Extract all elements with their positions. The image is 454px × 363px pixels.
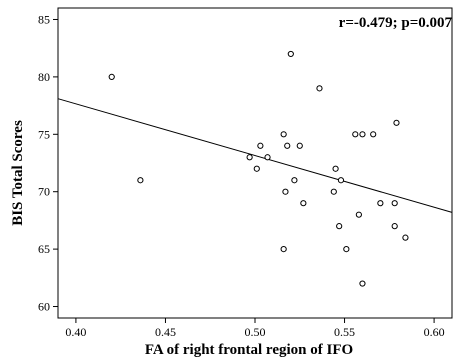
data-point: [391, 223, 398, 230]
y-tick-label: 70: [38, 185, 50, 199]
x-tick-label: 0.50: [245, 325, 266, 339]
correlation-annotation: r=-0.479; p=0.007: [339, 15, 453, 31]
data-point: [377, 200, 384, 207]
data-point: [330, 188, 337, 195]
x-axis-title: FA of right frontal region of IFO: [145, 342, 353, 358]
x-tick-label: 0.40: [65, 325, 86, 339]
x-tick-label: 0.45: [155, 325, 176, 339]
data-point: [287, 50, 294, 58]
data-point: [332, 165, 339, 172]
data-point: [337, 177, 345, 184]
data-point: [352, 131, 359, 138]
data-point: [280, 131, 287, 138]
data-point: [108, 73, 115, 80]
data-point: [257, 142, 264, 149]
x-tick-label: 0.55: [334, 325, 355, 339]
data-point: [253, 165, 260, 172]
data-point: [291, 177, 298, 184]
y-tick-label: 75: [38, 127, 50, 141]
data-point: [284, 142, 291, 149]
data-point: [359, 280, 366, 287]
data-point: [343, 246, 350, 253]
data-point: [336, 223, 343, 230]
plot-frame: [57, 7, 453, 319]
y-tick-label: 65: [38, 242, 50, 256]
data-point: [391, 200, 398, 207]
data-point: [264, 154, 271, 161]
data-point: [359, 131, 366, 138]
data-point: [370, 131, 377, 138]
data-point: [246, 154, 253, 161]
x-tick-label: 0.60: [424, 325, 445, 339]
y-axis-title: BIS Total Scores: [10, 120, 26, 226]
data-point: [316, 85, 323, 92]
data-point: [296, 142, 303, 149]
data-point: [282, 188, 289, 195]
y-tick-label: 80: [38, 70, 50, 84]
y-tick-label: 85: [38, 12, 50, 26]
data-point: [355, 211, 362, 218]
data-point: [300, 200, 307, 207]
regression-line: [57, 98, 453, 213]
data-point: [393, 119, 400, 126]
data-point: [280, 246, 287, 253]
y-tick-label: 60: [38, 300, 50, 314]
data-point: [137, 177, 144, 184]
data-point: [402, 234, 409, 241]
